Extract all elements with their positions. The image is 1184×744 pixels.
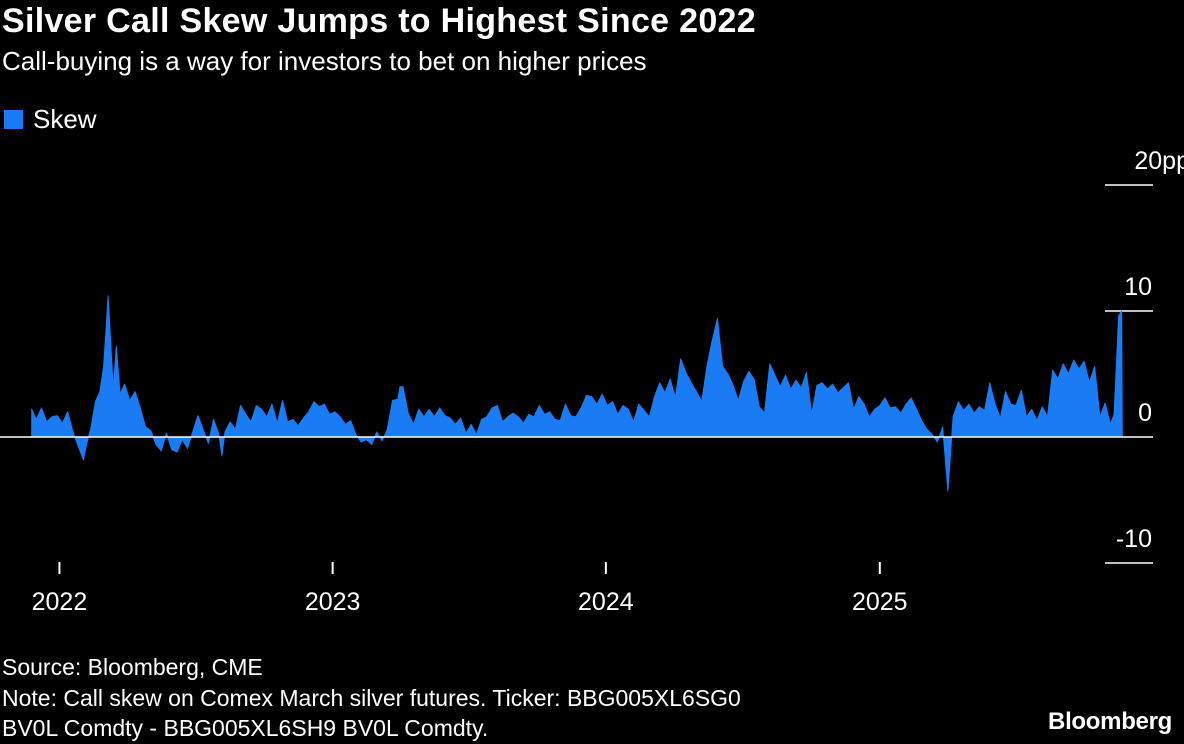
- ticker-note-line-2: BV0L Comdty - BBG005XL6SH9 BV0L Comdty.: [2, 715, 489, 741]
- chart-plot: 20pp 10 0 -10 2022 2023 2024 2025: [0, 147, 1184, 616]
- skew-area: [31, 295, 1123, 492]
- x-tick-label-2: 2024: [578, 588, 634, 616]
- legend-label-skew: Skew: [33, 104, 97, 134]
- y-tick-label-1: 10: [1124, 273, 1152, 301]
- x-tick-label-0: 2022: [32, 588, 88, 616]
- legend: Skew: [4, 104, 97, 135]
- chart-title: Silver Call Skew Jumps to Highest Since …: [2, 2, 756, 40]
- x-tick-label-1: 2023: [305, 588, 361, 616]
- ticker-note-line-1: Note: Call skew on Comex March silver fu…: [2, 685, 741, 711]
- source-note: Source: Bloomberg, CME: [2, 654, 263, 680]
- chart-subtitle: Call-buying is a way for investors to be…: [2, 46, 647, 76]
- legend-swatch-skew: [4, 110, 23, 129]
- y-tick-label-0: 20pp: [1134, 147, 1184, 175]
- y-tick-label-3: -10: [1116, 525, 1152, 553]
- x-tick-label-3: 2025: [852, 588, 908, 616]
- y-tick-label-2: 0: [1138, 399, 1152, 427]
- bloomberg-logo: Bloomberg: [1048, 708, 1172, 735]
